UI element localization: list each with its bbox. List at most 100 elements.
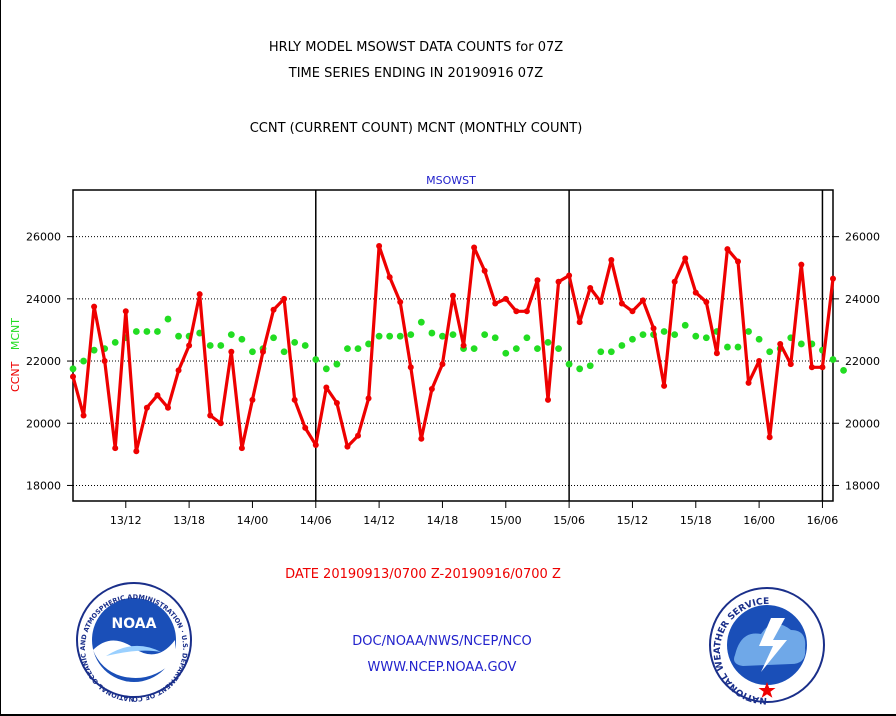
mcnt-point [565,360,573,368]
ccnt-point [428,386,435,393]
mcnt-point [840,366,847,374]
ccnt-point [671,278,678,285]
ccnt-point [333,400,340,407]
mcnt-point [491,334,499,342]
y-axis-label-mcnt: MCNT [9,318,22,350]
mcnt-point [534,345,541,353]
mcnt-point [692,332,700,340]
y-tick-label-left: 20000 [26,417,61,430]
mcnt-point [280,348,288,356]
mcnt-point [797,340,805,348]
y-tick-label-left: 18000 [26,479,61,492]
ccnt-point [629,308,636,315]
ccnt-point [798,261,805,268]
ccnt-point [450,292,456,299]
ccnt-point [80,412,87,419]
chart-subtitle: CCNT (CURRENT COUNT) MCNT (MONTHLY COUNT… [250,121,583,136]
ccnt-point [661,382,668,389]
mcnt-point [449,331,457,339]
ccnt-point [777,340,784,347]
mcnt-point [407,331,415,339]
mcnt-point [671,331,679,339]
ccnt-point [724,246,731,253]
ccnt-point [735,258,741,265]
ccnt-point [207,412,214,419]
ccnt-point [808,364,815,371]
plot-frame [72,189,834,502]
x-tick-label: 15/12 [617,514,649,527]
x-tick-label: 15/00 [490,514,522,527]
ccnt-point [186,342,193,349]
ccnt-point [534,277,541,284]
mcnt-point [227,331,235,339]
y-tick-label-left: 22000 [26,355,61,368]
mcnt-point [249,348,256,356]
mcnt-point [544,338,552,346]
grid-lines [73,190,833,501]
mcnt-point [238,335,246,343]
ccnt-point [756,358,763,365]
mcnt-point [291,338,299,346]
ccnt-point [492,300,499,307]
mcnt-point [90,346,98,354]
mcnt-point [344,345,351,353]
ccnt-point [143,404,150,411]
ccnt-point [523,308,530,315]
y-tick-label-left: 26000 [26,231,61,244]
mcnt-point [607,348,615,356]
mcnt-point [470,345,478,353]
ccnt-point [365,395,372,402]
ccnt-point [682,255,689,262]
footer-url: WWW.NCEP.NOAA.GOV [368,660,517,675]
ccnt-point [471,244,478,251]
ccnt-point [175,367,182,374]
mcnt-point [639,331,647,339]
mcnt-point [523,334,531,342]
ccnt-point [597,298,604,305]
mcnt-point [322,365,330,373]
mcnt-point [375,332,383,340]
ccnt-point [766,434,773,441]
mcnt-point [629,335,636,343]
ccnt-point [608,256,615,263]
mcnt-point [217,342,225,349]
x-axis-label: DATE 20190913/0700 Z-20190916/0700 Z [285,567,561,582]
mcnt-point [481,331,489,339]
ccnt-point [386,274,393,281]
ccnt-point [513,308,520,315]
ccnt-point [545,396,551,403]
noaa-logo-label: NOAA [112,616,157,632]
mcnt-point [69,365,77,373]
panel-label: MSOWST [426,174,476,187]
ccnt-point [713,350,720,357]
mcnt-point [502,349,510,357]
x-tick-label: 15/06 [553,514,585,527]
ccnt-point [260,348,266,355]
ccnt-point [238,445,245,452]
mcnt-point [829,356,837,363]
ccnt-point [154,392,161,399]
mcnt-point [396,332,404,340]
y-tick-label-right: 18000 [845,479,880,492]
x-tick-label: 16/06 [807,514,839,527]
ccnt-point [376,242,383,249]
chart-title-line2: TIME SERIES ENDING IN 20190916 07Z [288,66,544,81]
ccnt-point [196,291,203,298]
ccnt-point [640,297,646,304]
x-tick-label: 15/18 [680,514,712,527]
ccnt-point [555,278,562,285]
mcnt-point [597,348,605,356]
ccnt-point [70,373,76,380]
mcnt-point [555,345,562,353]
mcnt-point [175,332,182,340]
ccnt-point [439,361,446,368]
mcnt-point [417,318,425,326]
mcnt-point [312,356,320,363]
ccnt-point [228,348,235,355]
ccnt-point [703,298,710,305]
x-tick-label: 16/00 [743,514,775,527]
mcnt-point [734,343,742,351]
ccnt-point [281,295,288,302]
ccnt-point [407,364,414,371]
mcnt-point [164,315,172,323]
